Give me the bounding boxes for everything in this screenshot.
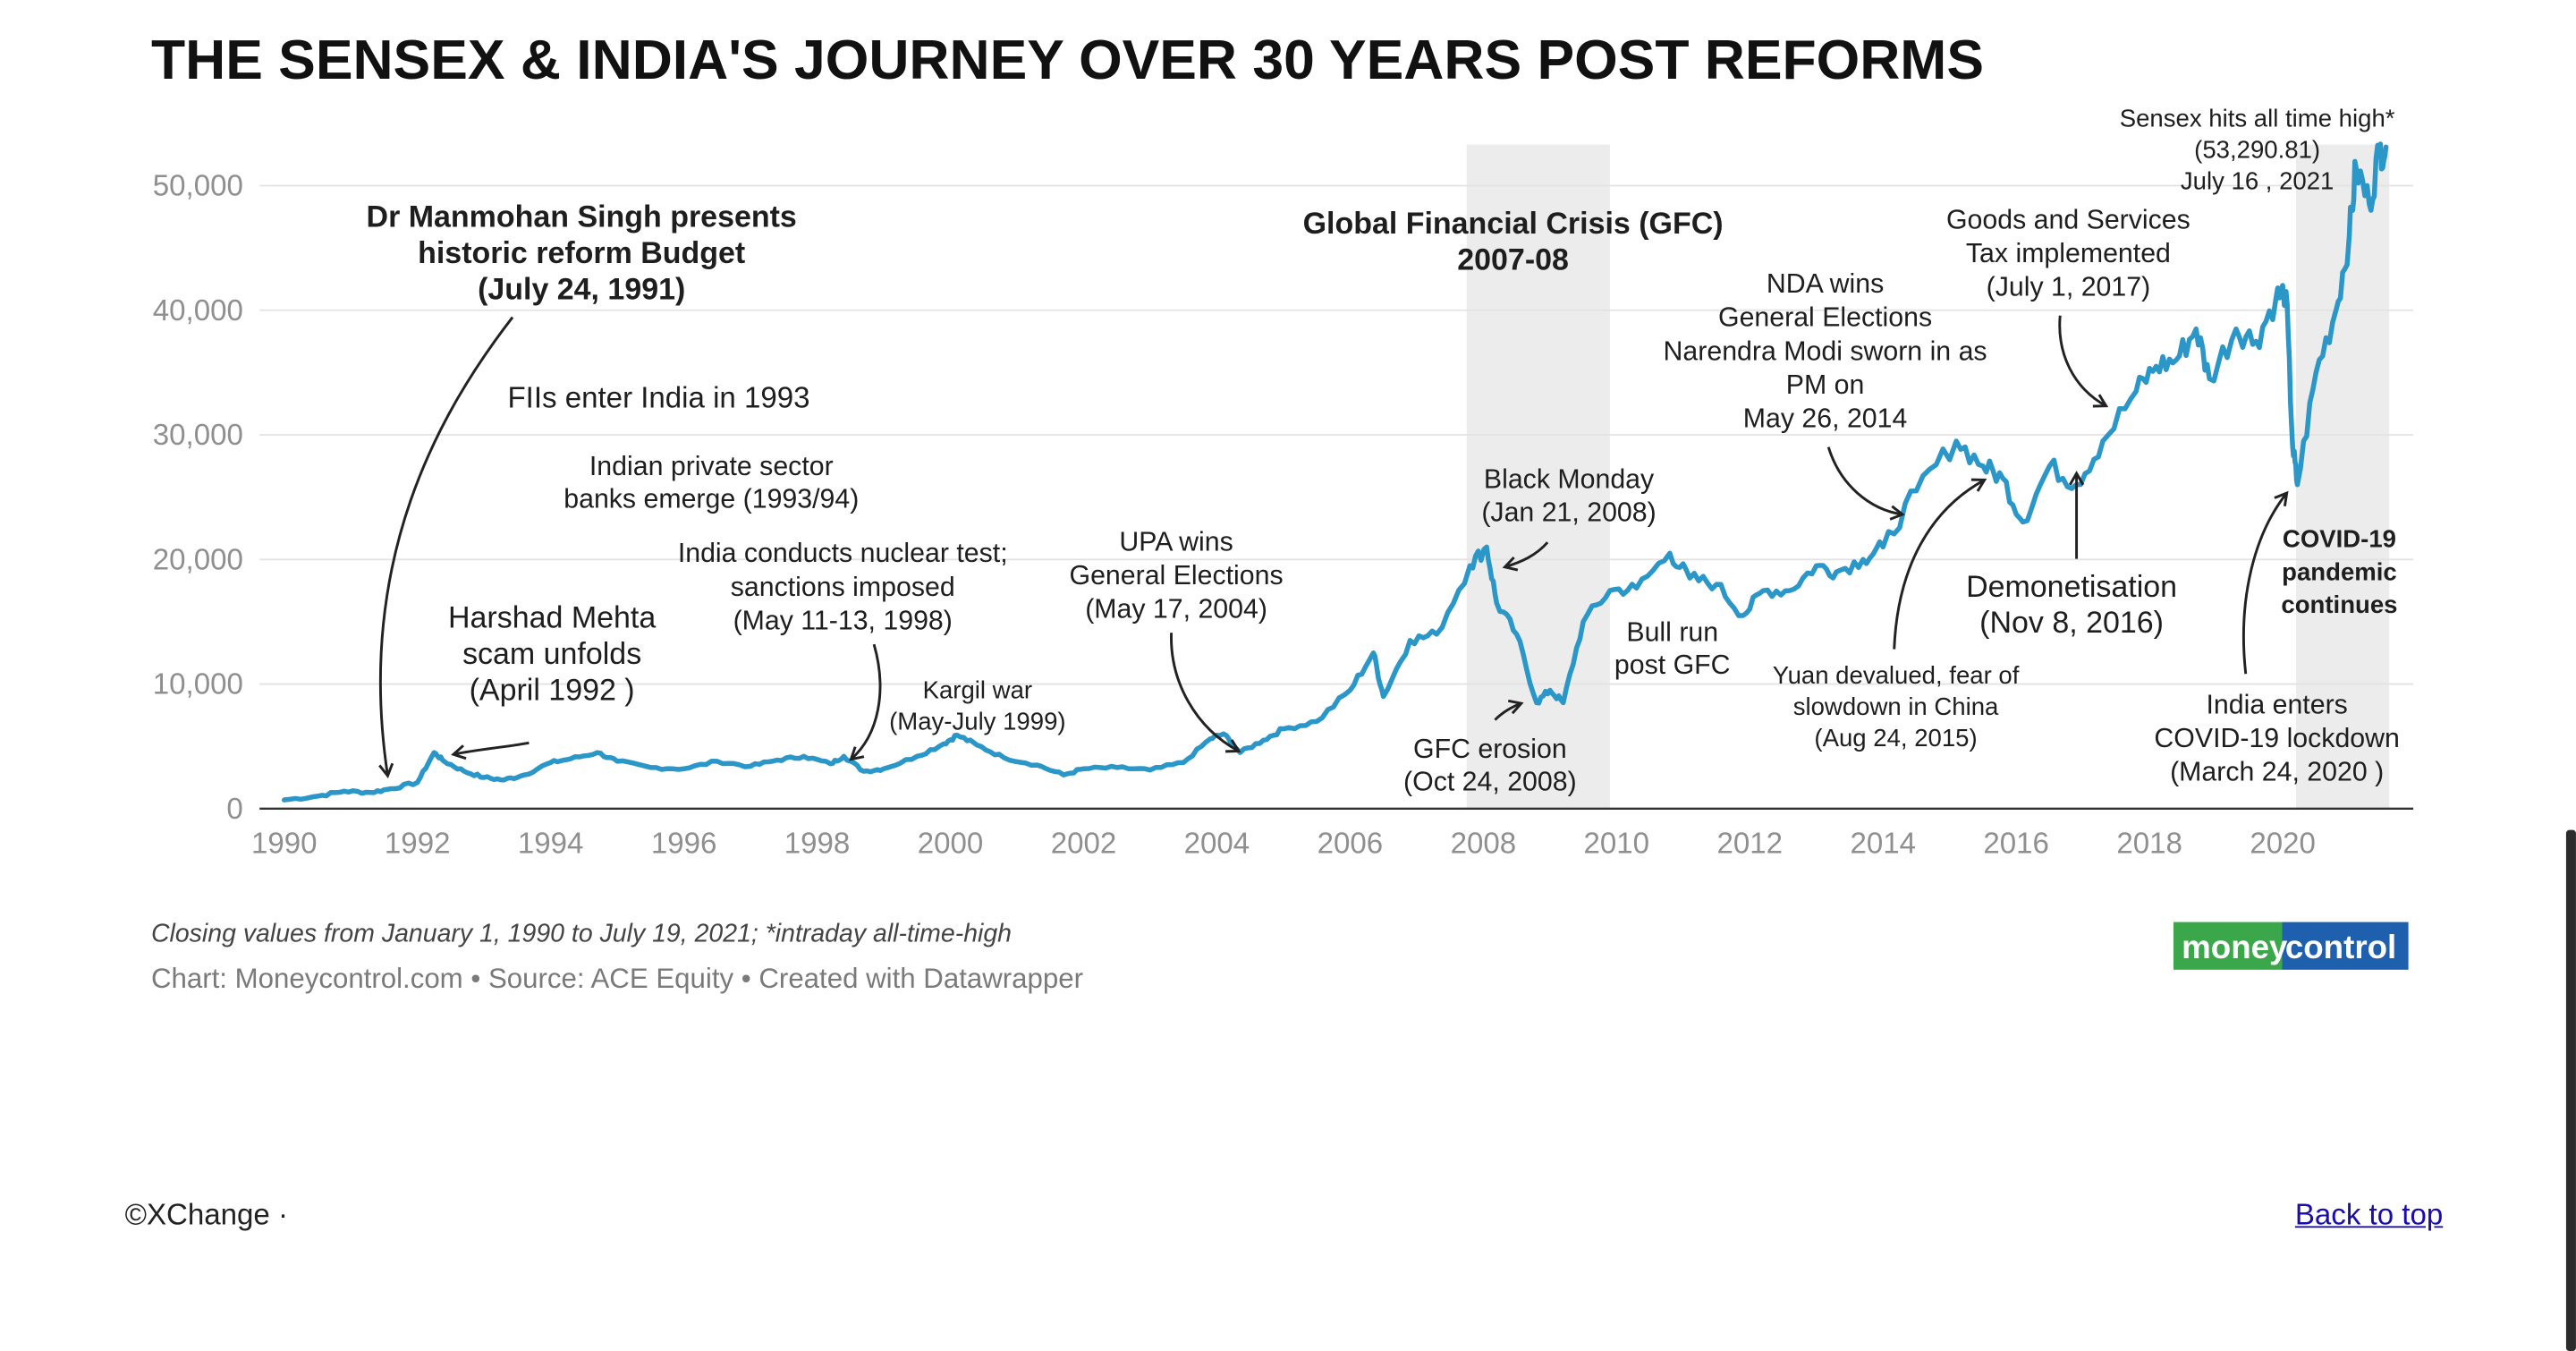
annotation-2: Indian private sector banks emerge (1993/… xyxy=(564,452,859,514)
x-tick-label: 2012 xyxy=(1717,827,1784,860)
scrollbar-thumb[interactable] xyxy=(2565,829,2576,1351)
logo-text-money: money xyxy=(2182,929,2288,965)
annotation-0: Dr Manmohan Singh presents historic refor… xyxy=(367,200,797,307)
y-tick-label: 40,000 xyxy=(153,294,243,327)
x-tick-label: 2002 xyxy=(1051,827,1117,860)
chart-credits: Chart: Moneycontrol.com • Source: ACE Eq… xyxy=(151,963,1083,994)
chart-title: THE SENSEX & INDIA'S JOURNEY OVER 30 YEA… xyxy=(151,29,1984,91)
x-tick-label: 1990 xyxy=(251,827,318,860)
gridlines xyxy=(259,184,2414,810)
annotation-13: Demonetisation (Nov 8, 2016) xyxy=(1966,570,2177,640)
annotation-11: NDA wins General Elections Narendra Modi s… xyxy=(1664,269,1987,434)
arrow-yuan-devalued xyxy=(1893,478,1987,650)
annotation-arrows xyxy=(378,315,2289,778)
back-to-top-link[interactable]: Back to top xyxy=(2294,1198,2444,1231)
x-axis-ticks: 1990 1992 1994 1996 1998 2000 2002 2004 2006 2008… xyxy=(251,827,2316,860)
x-tick-label: 2020 xyxy=(2250,827,2316,860)
arrow-nuclear-test xyxy=(849,643,882,761)
x-tick-label: 2006 xyxy=(1318,827,1384,860)
annotation-16: COVID-19 pandemic continues xyxy=(2281,525,2397,618)
shaded-range-1 xyxy=(2295,144,2390,809)
x-tick-label: 2000 xyxy=(918,827,984,860)
x-tick-label: 1998 xyxy=(784,827,851,860)
y-axis-ticks: 0 10,000 20,000 30,000 40,000 50,000 xyxy=(153,170,243,826)
annotation-4: India conducts nuclear test; sanctions im… xyxy=(678,539,1008,635)
series-group xyxy=(281,141,2389,803)
annotation-10: Bull run post GFC xyxy=(1614,617,1731,680)
annotation-12: Yuan devalued, fear of slowdown in China(… xyxy=(1773,661,2020,752)
annotations: Dr Manmohan Singh presents historic refor… xyxy=(367,104,2400,796)
arrow-black-monday xyxy=(1502,541,1549,572)
arrow-gfc-erosion xyxy=(1494,699,1524,721)
annotation-17: India enters COVID-19 lockdown (March 24, … xyxy=(2154,690,2399,786)
annotation-9: GFC erosion (Oct 24, 2008) xyxy=(1403,735,1577,797)
moneycontrol-logo[interactable]: money control xyxy=(2173,922,2409,970)
logo-text-control: control xyxy=(2285,929,2396,965)
y-tick-label: 10,000 xyxy=(153,668,243,701)
annotation-8: Black Monday (Jan 21, 2008) xyxy=(1481,465,1656,528)
chart-note: Closing values from January 1, 1990 to J… xyxy=(151,920,1012,948)
footer-copyright: ©XChange · xyxy=(124,1198,289,1231)
y-tick-label: 30,000 xyxy=(153,419,243,452)
shaded-ranges xyxy=(1466,144,2390,809)
x-tick-label: 2004 xyxy=(1184,827,1250,860)
annotation-3: Harshad Mehta scam unfolds (April 1992 ) xyxy=(448,601,656,708)
x-tick-label: 1992 xyxy=(385,827,451,860)
y-tick-label: 50,000 xyxy=(153,170,243,203)
annotation-14: Goods and Services Tax implemented (July 1… xyxy=(1946,205,2190,302)
arrow-covid-lockdown xyxy=(2242,490,2289,675)
annotation-1: FIIs enter India in 1993 xyxy=(508,382,810,415)
arrow-reform-budget xyxy=(378,316,514,778)
y-tick-label: 20,000 xyxy=(153,543,243,576)
annotation-6: UPA wins General Elections (May 17, 2004) xyxy=(1070,527,1284,624)
x-tick-label: 2010 xyxy=(1584,827,1650,860)
x-tick-label: 2014 xyxy=(1850,827,1916,860)
x-tick-label: 2008 xyxy=(1451,827,1517,860)
x-tick-label: 2018 xyxy=(2116,827,2182,860)
y-tick-label: 0 xyxy=(226,793,242,826)
arrow-upa-wins xyxy=(1170,633,1241,753)
series-line-0 xyxy=(281,141,2389,803)
annotation-5: Kargil war (May-July 1999) xyxy=(889,676,1065,735)
annotation-7: Global Financial Crisis (GFC) 2007-08 xyxy=(1303,207,1724,276)
arrow-gst xyxy=(2058,315,2109,408)
annotation-15: Sensex hits all time high* (53,290.81) Jul… xyxy=(2120,104,2395,194)
arrow-nda-wins xyxy=(1826,446,1905,521)
x-tick-label: 1996 xyxy=(651,827,717,860)
x-tick-label: 2016 xyxy=(1983,827,2049,860)
x-tick-label: 1994 xyxy=(518,827,584,860)
arrow-harshad-mehta xyxy=(451,741,530,760)
